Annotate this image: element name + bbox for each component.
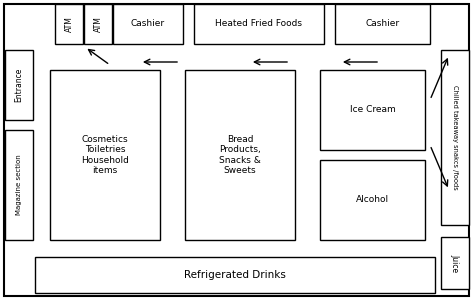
Bar [335, 4, 430, 44]
Text: Cashier: Cashier [365, 20, 400, 28]
Bar [185, 70, 295, 240]
Text: Alcohol: Alcohol [356, 196, 389, 205]
Text: Chilled takeaway snakcs /foods: Chilled takeaway snakcs /foods [452, 85, 458, 190]
Bar [5, 130, 33, 240]
Bar [441, 237, 469, 289]
Bar [113, 4, 183, 44]
Text: Bread
Products,
Snacks &
Sweets: Bread Products, Snacks & Sweets [219, 135, 261, 175]
Text: Cosmetics
Toiletries
Household
items: Cosmetics Toiletries Household items [81, 135, 129, 175]
Bar [35, 257, 435, 293]
Bar [84, 4, 112, 44]
Text: Ice Cream: Ice Cream [350, 106, 395, 115]
Bar [320, 160, 425, 240]
Text: Entrance: Entrance [15, 68, 24, 102]
Text: Magazine section: Magazine section [16, 154, 22, 215]
Text: ATM: ATM [64, 16, 73, 32]
Text: Refrigerated Drinks: Refrigerated Drinks [184, 270, 286, 280]
Text: Cashier: Cashier [131, 20, 165, 28]
Text: Juice: Juice [450, 254, 459, 272]
Bar [441, 50, 469, 225]
Bar [50, 70, 160, 240]
Bar [320, 70, 425, 150]
Bar [5, 50, 33, 120]
Text: Heated Fried Foods: Heated Fried Foods [216, 20, 302, 28]
Bar [194, 4, 324, 44]
Text: ATM: ATM [93, 16, 102, 32]
Bar [55, 4, 83, 44]
